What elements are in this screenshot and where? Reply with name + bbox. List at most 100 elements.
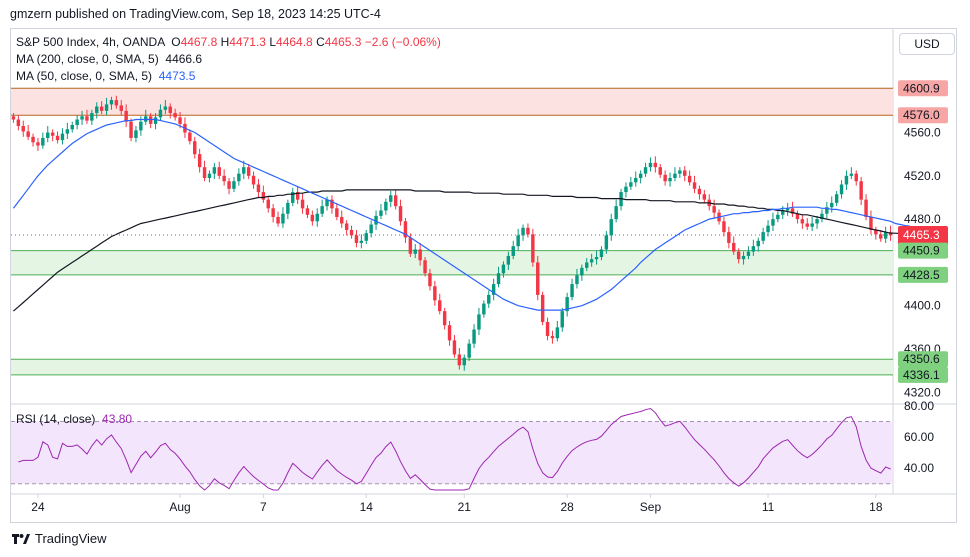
candle-body [36,142,40,146]
candle-body [75,119,79,125]
candle-body [158,109,163,118]
candle-body [315,213,319,222]
candle-body [340,216,344,224]
currency-button[interactable]: USD [899,33,955,55]
candle-body [41,137,45,146]
candle-body [844,175,849,185]
legend-ma200[interactable]: MA (200, close, 0, SMA, 5) 4466.6 [16,51,202,67]
candle-body [638,173,643,178]
candle-body [452,340,457,355]
candle-body [643,167,648,174]
candle-body [119,105,123,111]
candle-body [447,325,452,341]
candle-body [741,255,746,260]
ma200-line[interactable] [13,189,901,312]
candle-body [114,100,119,106]
candle-body [565,297,569,312]
candle-body [570,284,574,298]
zone-support-1 [11,250,893,275]
candle-body [227,181,231,189]
symbol-label: S&P 500 Index, 4h, OANDA [16,35,165,49]
candle-body [222,175,226,182]
candle-body [526,227,530,235]
candle-body [482,303,486,315]
candle-body [506,255,511,265]
candle-body [487,294,491,304]
chart-frame[interactable] [10,28,957,523]
candle-body [751,246,756,252]
price-tick-label: 4480.0 [904,212,941,226]
candle-body [854,173,858,182]
candle-body [129,121,133,138]
candle-body [815,219,819,224]
candle-body [207,173,212,178]
candle-body [790,208,795,214]
zone-price-label: 4350.6 [903,352,940,366]
candle-body [139,121,143,131]
ma50-value: 4473.5 [158,69,196,83]
candle-body [800,219,805,224]
candle-body [403,221,408,238]
candle-body [261,192,266,200]
candle-body [496,273,501,285]
zone-price-label: 4450.9 [903,244,940,258]
candle-body [153,117,158,124]
low-value: 4464.8 [276,35,313,49]
candle-body [589,259,594,263]
zone-price-badge [898,351,948,368]
zone-resistance-0 [11,88,893,116]
time-tick-label: 18 [869,500,883,514]
candle-body [624,186,628,193]
candle-body [477,314,481,330]
candle-body [85,116,89,121]
candle-body [536,262,540,295]
time-tick-label: 7 [260,500,267,514]
legend-ma50[interactable]: MA (50, close, 0, SMA, 5) 4473.5 [16,68,195,84]
candle-body [776,214,780,220]
candle-body [251,175,256,185]
zone-price-label: 4576.0 [903,108,940,122]
candle-body [761,232,765,241]
candle-body [599,249,604,258]
candle-body [26,131,30,137]
candle-body [472,329,476,344]
candle-body [467,343,471,358]
candle-body [281,213,285,224]
candle-body [575,275,579,285]
ma200-label: MA (200, close, 0, SMA, 5) [16,52,159,66]
candle-body [839,184,844,195]
candle-body [300,199,305,209]
candle-body [163,106,168,110]
candle-body [462,357,466,366]
candle-body [438,300,442,312]
candle-body [374,215,378,225]
change-value: −2.6 (−0.06%) [364,35,441,49]
footer-brand[interactable]: TradingView [12,531,107,546]
candle-body [349,229,354,236]
candle-body [629,182,633,187]
legend-rsi[interactable]: RSI (14, close) 43.80 [16,411,132,427]
candle-body [869,216,873,230]
candle-body [736,251,741,260]
last-price-label: 4465.3 [903,228,940,242]
candle-body [781,210,785,215]
candle-body [727,232,731,243]
candle-body [310,214,315,222]
rsi-line[interactable] [18,407,891,491]
candle-body [501,264,506,274]
time-tick-label: 11 [762,500,775,514]
legend-main: S&P 500 Index, 4h, OANDA O4467.8 H4471.3… [16,34,441,50]
candle-body [305,208,310,215]
zone-support-2 [11,359,893,375]
candle-body [246,167,251,176]
rsi-tick-label: 60.00 [904,430,934,444]
candle-body [242,167,246,174]
candle-body [722,221,726,233]
zone-price-label: 4336.1 [903,368,940,382]
candle-body [11,116,16,120]
ma50-line[interactable] [12,118,911,311]
candle-body [594,257,599,260]
footer-brand-name: TradingView [35,531,107,546]
candle-body [663,174,667,182]
